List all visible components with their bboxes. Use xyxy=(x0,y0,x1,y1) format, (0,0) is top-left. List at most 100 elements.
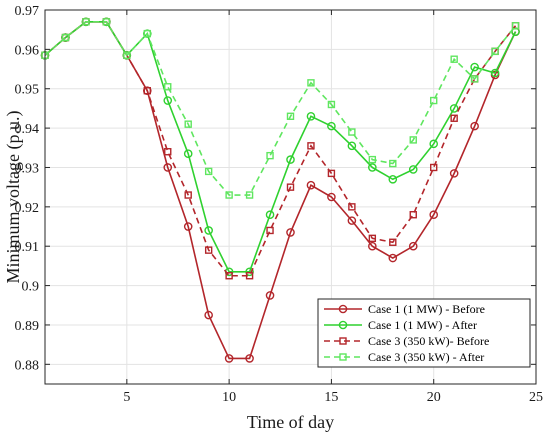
data-point xyxy=(408,165,418,174)
data-point xyxy=(183,149,193,158)
plot-area xyxy=(44,9,537,385)
data-point xyxy=(163,163,173,172)
data-point xyxy=(327,192,336,202)
data-point xyxy=(430,96,438,105)
data-point xyxy=(368,234,377,243)
data-point xyxy=(266,151,274,160)
data-point xyxy=(245,354,254,363)
legend-marker xyxy=(338,304,348,314)
y-tick-label: 0.88 xyxy=(15,358,40,373)
data-point xyxy=(164,148,172,156)
data-point xyxy=(184,191,192,199)
y-tick-label: 0.94 xyxy=(15,122,40,137)
data-point xyxy=(164,83,172,91)
data-point xyxy=(307,79,315,87)
data-point xyxy=(163,96,173,105)
series-layer xyxy=(40,17,520,363)
data-point xyxy=(490,68,500,78)
legend-label: Case 3 (350 kW)- Before xyxy=(368,334,489,348)
legend-marker xyxy=(338,320,348,330)
data-point xyxy=(61,33,70,42)
data-point xyxy=(327,169,336,178)
data-point xyxy=(389,238,397,246)
data-point xyxy=(348,203,356,211)
legend-item: Case 3 (350 kW) - After xyxy=(324,350,484,364)
data-point xyxy=(143,29,151,38)
x-tick-label: 10 xyxy=(222,390,236,405)
data-point xyxy=(286,112,295,120)
series-line xyxy=(44,21,517,277)
data-point xyxy=(368,155,377,164)
data-point xyxy=(388,174,398,184)
data-point xyxy=(183,222,193,231)
data-point xyxy=(307,142,315,150)
legend-item: Case 1 (1 MW) - After xyxy=(324,318,477,332)
data-point xyxy=(245,267,254,277)
series-3 xyxy=(41,18,520,280)
y-tick-label: 0.96 xyxy=(15,43,40,58)
data-point xyxy=(348,128,356,136)
data-point xyxy=(245,191,254,199)
data-point xyxy=(388,253,398,263)
legend-box xyxy=(317,298,531,368)
data-point xyxy=(449,104,459,113)
series-line xyxy=(44,21,517,196)
legend-marker xyxy=(339,337,347,345)
x-tick-label: 5 xyxy=(123,390,130,405)
data-point xyxy=(286,228,295,237)
legend: Case 1 (1 MW) - Before Case 1 (1 MW) - Af… xyxy=(317,298,531,368)
data-point xyxy=(389,159,397,168)
data-point xyxy=(265,291,275,300)
data-point xyxy=(245,272,254,280)
data-point xyxy=(511,22,520,30)
data-point xyxy=(224,354,234,363)
data-point xyxy=(470,121,479,131)
data-point xyxy=(184,120,192,128)
data-point xyxy=(430,163,438,172)
data-point xyxy=(450,55,458,63)
legend-label: Case 1 (1 MW) - After xyxy=(368,318,477,332)
data-point xyxy=(449,169,459,178)
legend-label: Case 1 (1 MW) - Before xyxy=(368,302,485,316)
series-line xyxy=(44,21,517,273)
x-axis-label: Time of day xyxy=(247,412,334,432)
data-point xyxy=(266,226,274,235)
y-tick-label: 0.97 xyxy=(15,4,40,19)
x-tick-label: 25 xyxy=(529,390,543,405)
data-point xyxy=(225,191,233,199)
data-point xyxy=(286,183,295,191)
data-point xyxy=(204,246,213,254)
data-point xyxy=(306,111,316,121)
data-point xyxy=(491,47,499,56)
data-point xyxy=(368,163,377,172)
y-tick-label: 0.93 xyxy=(15,161,40,176)
data-point xyxy=(429,139,439,149)
legend-marker xyxy=(339,353,347,361)
y-tick-label: 0.89 xyxy=(15,319,40,334)
data-point xyxy=(286,155,295,164)
x-tick-label: 20 xyxy=(427,390,441,405)
data-point xyxy=(306,180,316,190)
data-point xyxy=(225,272,233,280)
data-point xyxy=(450,114,458,122)
data-point xyxy=(204,167,213,176)
series-4 xyxy=(41,18,520,199)
data-point xyxy=(327,121,336,131)
data-point xyxy=(265,210,275,220)
data-point xyxy=(409,136,417,144)
series-2 xyxy=(40,17,520,277)
legend-item: Case 3 (350 kW)- Before xyxy=(324,334,489,348)
data-point xyxy=(347,141,357,151)
data-point xyxy=(143,87,151,95)
y-tick-label: 0.9 xyxy=(22,280,40,295)
data-point xyxy=(82,18,90,26)
legend-label: Case 3 (350 kW) - After xyxy=(368,350,484,364)
data-point xyxy=(102,18,111,26)
data-point xyxy=(123,51,131,59)
axis-ticks: 5 10 15 20 25 0.88 0.89 0.9 0.91 0.92 0.93 0.94 0.95… xyxy=(15,4,544,405)
data-point xyxy=(408,241,418,251)
y-tick-label: 0.95 xyxy=(15,83,40,98)
data-point xyxy=(429,210,439,220)
data-point xyxy=(368,241,377,251)
